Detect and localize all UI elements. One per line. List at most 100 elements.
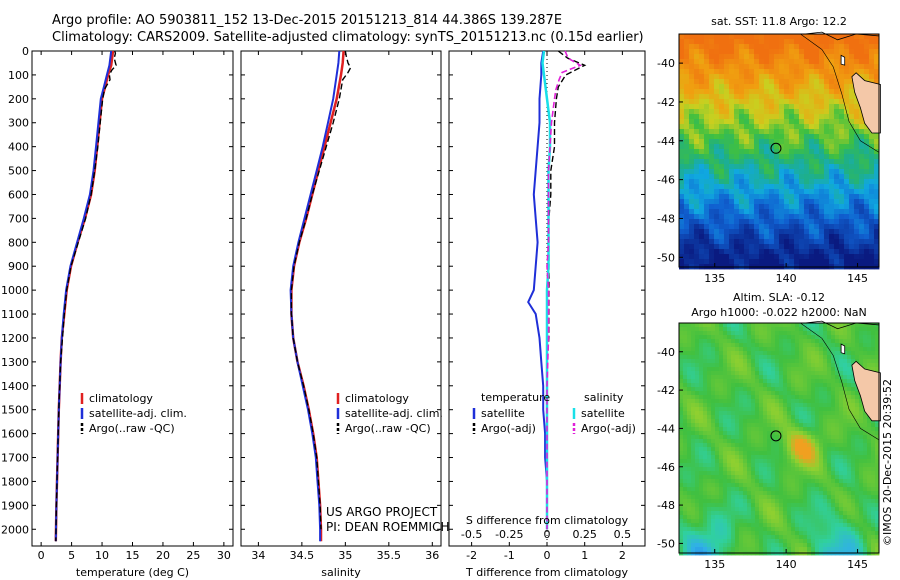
sla-map-cell [679, 415, 684, 420]
sst-map-cell [794, 139, 800, 145]
sst-map-cell [684, 194, 690, 200]
sst-map-cell [709, 184, 715, 190]
sst-map-cell [859, 49, 865, 55]
sla-map-cell [727, 347, 732, 352]
sla-map-cell [827, 475, 832, 480]
sst-map-cell [799, 154, 805, 160]
sst-map-cell [844, 124, 850, 130]
sst-map-cell [804, 139, 810, 145]
sst-map-cell [744, 144, 750, 150]
sst-map-cell [804, 209, 810, 215]
diff-legend-temp-argo-label: Argo(-adj) [481, 422, 536, 435]
sst-map-cell [819, 159, 825, 165]
sla-map-cell [823, 355, 828, 360]
sst-map-cell [834, 74, 840, 80]
sst-map-cell [684, 44, 690, 50]
sst-map-cell [744, 234, 750, 240]
sst-map-cell [784, 164, 790, 170]
sla-map-cell [723, 331, 728, 336]
sla-map-cell [871, 491, 876, 496]
sst-map-cell [769, 174, 775, 180]
sla-map-cell [823, 339, 828, 344]
sla-map-cell [871, 323, 876, 328]
sla-map-cell [847, 359, 852, 364]
sst-map-cell [734, 149, 740, 155]
depth-tick-label: 1600 [1, 428, 29, 441]
sla-map-cell [775, 423, 780, 428]
sla-map-cell [723, 451, 728, 456]
sla-map-cell [683, 403, 688, 408]
sst-map-cell [774, 204, 780, 210]
sst-map-cell [779, 119, 785, 125]
sla-map-cell [871, 347, 876, 352]
sst-map-cell [819, 59, 825, 65]
sla-map-cell [755, 463, 760, 468]
sla-map-cell [683, 411, 688, 416]
sla-map-cell [787, 499, 792, 504]
sla-map-cell [691, 519, 696, 524]
sla-map-cell [703, 391, 708, 396]
sla-map-cell [739, 403, 744, 408]
sla-map-cell [815, 423, 820, 428]
sst-map-cell [704, 134, 710, 140]
sla-map-cell [811, 327, 816, 332]
sst-map-cell [834, 159, 840, 165]
sst-map-cell [744, 104, 750, 110]
sla-map-cell [835, 335, 840, 340]
sst-map-cell [869, 179, 875, 185]
sst-map-cell [809, 224, 815, 230]
sla-map-cell [755, 483, 760, 488]
sla-map-cell [847, 447, 852, 452]
sst-map-cell [734, 189, 740, 195]
sla-map-cell [759, 407, 764, 412]
sla-map-cell [695, 395, 700, 400]
sst-map-cell [709, 139, 715, 145]
sla-map-cell [751, 343, 756, 348]
sla-map-cell [855, 459, 860, 464]
sst-map-cell [774, 249, 780, 255]
sst-map-cell [789, 164, 795, 170]
sla-map-cell [863, 435, 868, 440]
sst-map-cell [709, 34, 715, 40]
sla-map-cell [779, 351, 784, 356]
sla-map-cell [875, 331, 880, 336]
sst-map-cell [779, 79, 785, 85]
sla-map-cell [719, 523, 724, 528]
sla-map-cell [843, 527, 848, 532]
sst-map-cell [699, 44, 705, 50]
sla-map-cell [743, 451, 748, 456]
sla-map-cell [719, 459, 724, 464]
sla-map-cell [811, 391, 816, 396]
sla-map-cell [855, 463, 860, 468]
sst-map-cell [804, 34, 810, 40]
sla-map-cell [687, 447, 692, 452]
sla-map-cell [839, 511, 844, 516]
sla-map-cell [691, 503, 696, 508]
sla-map-cell [727, 375, 732, 380]
sst-map-cell [874, 64, 880, 70]
sla-map-cell [723, 475, 728, 480]
sla-map-cell [775, 363, 780, 368]
sla-map-cell [763, 451, 768, 456]
sla-map-cell [811, 523, 816, 528]
sst-map-cell [759, 199, 765, 205]
sla-map-cell [767, 407, 772, 412]
sst-map-cell [754, 144, 760, 150]
sst-map-cell [789, 114, 795, 120]
sla-map-cell [839, 547, 844, 552]
sst-map-cell [744, 109, 750, 115]
sla-map-cell [739, 411, 744, 416]
sla-map-cell [707, 499, 712, 504]
sla-map-cell [743, 547, 748, 552]
sla-map-cell [811, 367, 816, 372]
sst-map-cell [684, 39, 690, 45]
sla-map-cell [743, 443, 748, 448]
sla-map-cell [723, 343, 728, 348]
sla-map-cell [739, 543, 744, 548]
sst-map-cell [704, 259, 710, 265]
sla-map-cell [855, 491, 860, 496]
sla-map-cell [867, 327, 872, 332]
sst-map-cell [784, 134, 790, 140]
sla-map-cell [739, 467, 744, 472]
sla-map-cell [787, 535, 792, 540]
